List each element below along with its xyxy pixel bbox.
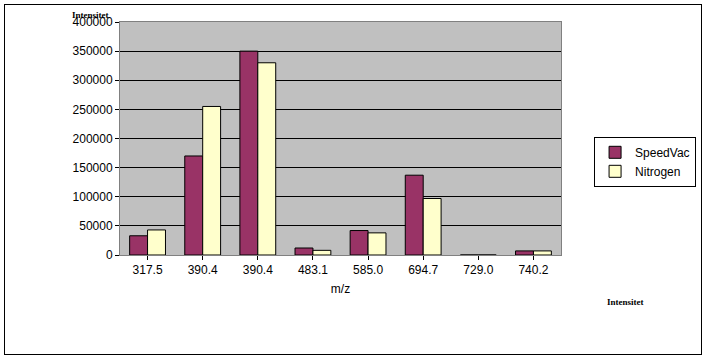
svg-text:585.0: 585.0 xyxy=(353,263,383,277)
svg-text:350000: 350000 xyxy=(73,44,113,58)
svg-text:250000: 250000 xyxy=(73,103,113,117)
svg-text:150000: 150000 xyxy=(73,161,113,175)
svg-text:Intensitet: Intensitet xyxy=(72,10,109,20)
svg-text:729.0: 729.0 xyxy=(463,263,493,277)
svg-text:390.4: 390.4 xyxy=(188,263,218,277)
svg-text:m/z: m/z xyxy=(331,282,350,296)
svg-text:483.1: 483.1 xyxy=(298,263,328,277)
svg-text:694.7: 694.7 xyxy=(408,263,438,277)
svg-text:300000: 300000 xyxy=(73,73,113,87)
svg-text:SpeedVac: SpeedVac xyxy=(635,146,690,160)
svg-text:200000: 200000 xyxy=(73,132,113,146)
svg-text:0: 0 xyxy=(106,248,113,262)
svg-text:740.2: 740.2 xyxy=(518,263,548,277)
svg-text:390.4: 390.4 xyxy=(243,263,273,277)
svg-text:317.5: 317.5 xyxy=(133,263,163,277)
svg-text:Intensitet: Intensitet xyxy=(607,297,644,307)
svg-text:100000: 100000 xyxy=(73,190,113,204)
svg-text:400000: 400000 xyxy=(73,15,113,29)
svg-text:50000: 50000 xyxy=(79,219,113,233)
svg-text:Nitrogen: Nitrogen xyxy=(635,165,680,179)
